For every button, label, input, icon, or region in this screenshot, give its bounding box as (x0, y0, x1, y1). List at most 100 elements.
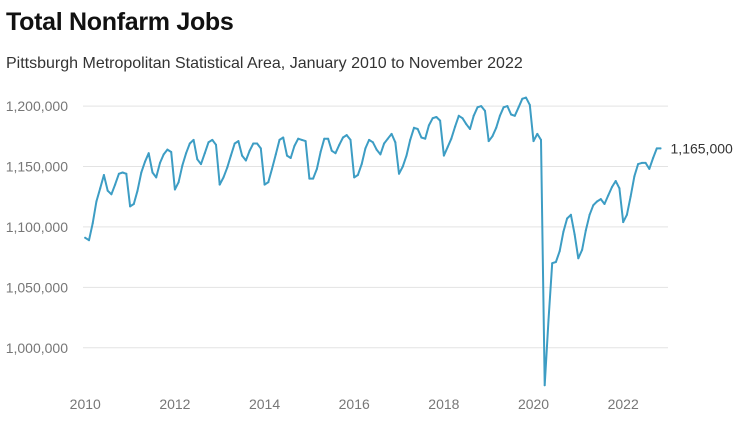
data-point (584, 229, 587, 232)
data-point (315, 167, 318, 170)
data-point (431, 117, 434, 120)
data-point (162, 153, 165, 156)
data-point (102, 174, 105, 176)
data-point (603, 203, 606, 205)
data-point (521, 97, 524, 100)
data-point (192, 138, 195, 141)
data-point (540, 138, 542, 141)
data-point (633, 175, 636, 178)
data-point (442, 154, 445, 157)
data-point (259, 147, 262, 150)
data-point (356, 174, 359, 176)
data-point (237, 140, 240, 143)
data-point (554, 261, 557, 263)
data-point (342, 136, 344, 139)
y-tick-label: 1,200,000 (6, 98, 68, 114)
data-point (267, 181, 270, 184)
data-point (569, 213, 572, 216)
data-point (525, 96, 527, 99)
data-point (84, 236, 87, 239)
data-point (566, 217, 569, 220)
data-point (364, 147, 367, 150)
data-point (353, 176, 356, 179)
y-tick-label: 1,000,000 (6, 340, 68, 356)
data-point (121, 171, 124, 174)
data-point (256, 142, 259, 145)
x-tick-label: 2016 (339, 396, 370, 412)
data-point (528, 103, 531, 106)
data-point (308, 177, 311, 180)
data-point (226, 166, 229, 169)
data-point (330, 149, 333, 152)
data-point (229, 154, 232, 157)
x-tick-label: 2012 (159, 396, 190, 412)
data-point (427, 124, 430, 127)
series-layer (84, 96, 662, 387)
data-point (386, 137, 389, 140)
data-point (413, 126, 415, 129)
data-point (349, 138, 352, 141)
data-point (420, 136, 423, 139)
x-tick-label: 2010 (70, 396, 101, 412)
data-point (652, 157, 655, 159)
data-point (495, 126, 498, 129)
data-point (547, 319, 550, 321)
data-point (648, 167, 651, 170)
data-point (222, 176, 225, 179)
data-point (233, 142, 236, 145)
data-point (558, 250, 561, 253)
y-tick-label: 1,050,000 (6, 279, 68, 295)
data-point (588, 213, 591, 216)
data-point (581, 248, 584, 251)
data-point (401, 165, 404, 168)
data-point (596, 200, 598, 203)
data-point (409, 138, 412, 141)
data-point (297, 137, 300, 140)
data-point (200, 163, 202, 166)
data-point (196, 158, 199, 161)
data-point (383, 142, 386, 145)
data-point (599, 198, 602, 201)
data-point (91, 222, 94, 225)
data-point (592, 204, 595, 207)
data-point (312, 177, 315, 180)
data-point (207, 141, 210, 144)
data-point (637, 163, 640, 166)
data-point (300, 138, 303, 141)
data-point (659, 147, 662, 150)
data-point (405, 154, 408, 157)
data-point (562, 230, 565, 233)
chart-subtitle: Pittsburgh Metropolitan Statistical Area… (6, 55, 523, 72)
data-point (416, 128, 419, 130)
data-point (390, 132, 393, 135)
data-point (480, 105, 483, 108)
data-point (170, 151, 173, 153)
data-point (155, 176, 158, 179)
data-point (125, 172, 128, 175)
data-point (244, 159, 247, 162)
data-point (147, 152, 150, 155)
chart-title: Total Nonfarm Jobs (6, 8, 234, 36)
data-point (144, 160, 146, 163)
data-point (274, 153, 277, 156)
data-point (625, 213, 628, 216)
end-value-label: 1,165,000 (671, 140, 733, 156)
data-point (543, 384, 546, 387)
data-point (371, 141, 374, 144)
y-tick-label: 1,150,000 (6, 159, 68, 175)
data-point (215, 143, 217, 146)
data-point (510, 113, 513, 116)
data-point (185, 152, 188, 155)
data-point (394, 141, 397, 144)
data-point (487, 140, 490, 143)
data-point (304, 140, 307, 143)
data-point (88, 239, 90, 242)
data-point (177, 181, 180, 184)
data-point (166, 148, 169, 151)
data-point (446, 146, 449, 149)
y-axis-ticks: 1,000,000 1,050,000 1,100,000 1,150,000 1,20… (6, 98, 68, 356)
data-point (319, 151, 322, 153)
data-point (465, 123, 468, 126)
data-point (476, 106, 479, 109)
data-point (293, 145, 296, 147)
